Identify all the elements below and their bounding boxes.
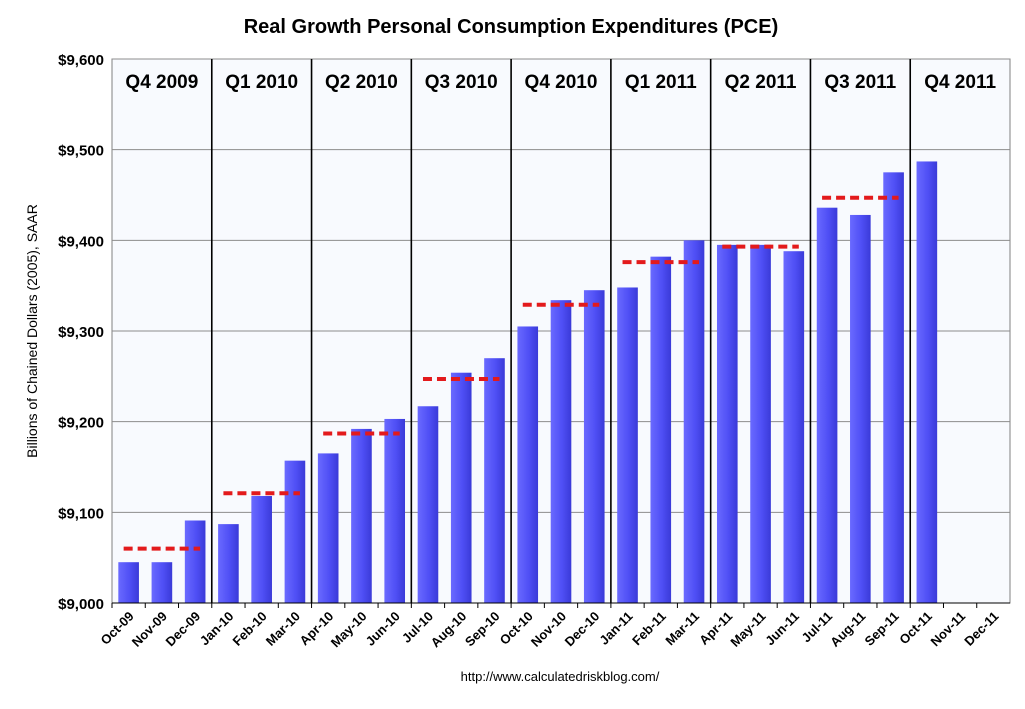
x-tick-label: Mar-11 bbox=[662, 609, 702, 649]
bar bbox=[816, 207, 838, 603]
x-tick-label: Jan-10 bbox=[197, 609, 237, 649]
quarter-label: Q4 2011 bbox=[924, 72, 996, 93]
source-url: http://www.calculatedriskblog.com/ bbox=[461, 669, 660, 684]
bar bbox=[550, 300, 572, 603]
x-tick-label: Sep-11 bbox=[861, 609, 901, 649]
chart-title: Real Growth Personal Consumption Expendi… bbox=[244, 16, 779, 38]
y-tick-label: $9,400 bbox=[58, 233, 104, 250]
x-tick-label: Sep-10 bbox=[462, 609, 503, 650]
quarter-label: Q1 2011 bbox=[625, 72, 697, 93]
y-tick-label: $9,200 bbox=[58, 415, 104, 432]
bar bbox=[417, 406, 439, 603]
bar bbox=[118, 562, 139, 603]
x-tick-label: Feb-10 bbox=[230, 609, 270, 649]
bar bbox=[484, 358, 505, 603]
bar bbox=[450, 372, 472, 603]
bar bbox=[750, 244, 771, 603]
plot-area: $9,000 $9,100 $9,200 $9,300 $9,400 $9,500 $9,6… bbox=[58, 52, 1011, 651]
bar bbox=[783, 251, 805, 604]
quarter-label: Q2 2010 bbox=[325, 72, 398, 93]
y-tick-label: $9,300 bbox=[58, 324, 104, 341]
bar bbox=[716, 244, 738, 603]
quarter-label: Q3 2010 bbox=[425, 72, 498, 93]
x-tick-label: Aug-10 bbox=[428, 609, 470, 651]
quarter-label: Q4 2009 bbox=[125, 72, 198, 93]
quarter-label: Q4 2010 bbox=[525, 72, 598, 93]
x-tick-label: Jan-11 bbox=[596, 609, 635, 648]
quarter-label: Q2 2011 bbox=[725, 72, 797, 93]
x-tick-label: Nov-11 bbox=[927, 609, 968, 650]
bar bbox=[284, 460, 306, 603]
bar bbox=[351, 428, 372, 603]
quarter-label: Q3 2011 bbox=[824, 72, 896, 93]
bar bbox=[184, 520, 206, 603]
bar bbox=[850, 214, 871, 604]
bar bbox=[683, 240, 705, 604]
y-tick-label: $9,500 bbox=[58, 143, 104, 160]
x-tick-label: Jun-10 bbox=[363, 609, 403, 649]
y-tick-label: $9,000 bbox=[58, 596, 104, 613]
bar bbox=[883, 172, 904, 604]
x-tick-label: Dec-10 bbox=[562, 609, 603, 650]
x-tick-label: Nov-10 bbox=[528, 609, 569, 650]
x-tick-label: Jun-11 bbox=[762, 609, 802, 649]
x-tick-label: Nov-09 bbox=[129, 609, 170, 650]
x-tick-label: Dec-09 bbox=[163, 609, 204, 650]
x-tick-label: May-10 bbox=[328, 609, 370, 651]
y-axis-label: Billions of Chained Dollars (2005), SAAR bbox=[24, 204, 40, 458]
bar bbox=[517, 326, 539, 603]
bar bbox=[251, 496, 272, 603]
bar bbox=[317, 453, 339, 603]
bar bbox=[218, 524, 239, 603]
y-tick-label: $9,100 bbox=[58, 505, 104, 522]
x-tick-label: May-11 bbox=[727, 609, 768, 650]
bar bbox=[583, 290, 605, 603]
bar bbox=[384, 418, 406, 603]
bar bbox=[650, 256, 672, 603]
y-tick-label: $9,600 bbox=[58, 52, 104, 69]
x-tick-label: Aug-11 bbox=[827, 609, 868, 650]
bar bbox=[916, 161, 938, 603]
bar bbox=[151, 562, 173, 603]
x-tick-label: Mar-10 bbox=[263, 609, 303, 649]
x-tick-label: Feb-11 bbox=[629, 609, 669, 649]
quarter-label: Q1 2010 bbox=[225, 72, 298, 93]
bar bbox=[617, 287, 638, 603]
x-tick-label: Dec-11 bbox=[961, 609, 1001, 649]
